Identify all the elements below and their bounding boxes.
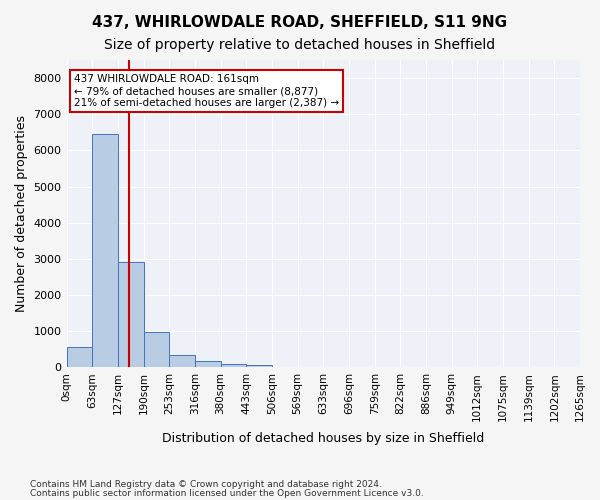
Text: Contains HM Land Registry data © Crown copyright and database right 2024.: Contains HM Land Registry data © Crown c… [30,480,382,489]
Bar [92,134,118,368]
Bar [118,262,143,368]
Y-axis label: Number of detached properties: Number of detached properties [15,115,28,312]
Text: Size of property relative to detached houses in Sheffield: Size of property relative to detached ho… [104,38,496,52]
Bar [246,365,272,368]
Bar [195,362,221,368]
Bar [169,355,195,368]
Bar [221,364,246,368]
Bar [143,332,169,368]
Text: 437 WHIRLOWDALE ROAD: 161sqm
← 79% of detached houses are smaller (8,877)
21% of: 437 WHIRLOWDALE ROAD: 161sqm ← 79% of de… [74,74,339,108]
Text: Contains public sector information licensed under the Open Government Licence v3: Contains public sector information licen… [30,488,424,498]
Bar [67,348,92,368]
Text: 437, WHIRLOWDALE ROAD, SHEFFIELD, S11 9NG: 437, WHIRLOWDALE ROAD, SHEFFIELD, S11 9N… [92,15,508,30]
X-axis label: Distribution of detached houses by size in Sheffield: Distribution of detached houses by size … [162,432,484,445]
